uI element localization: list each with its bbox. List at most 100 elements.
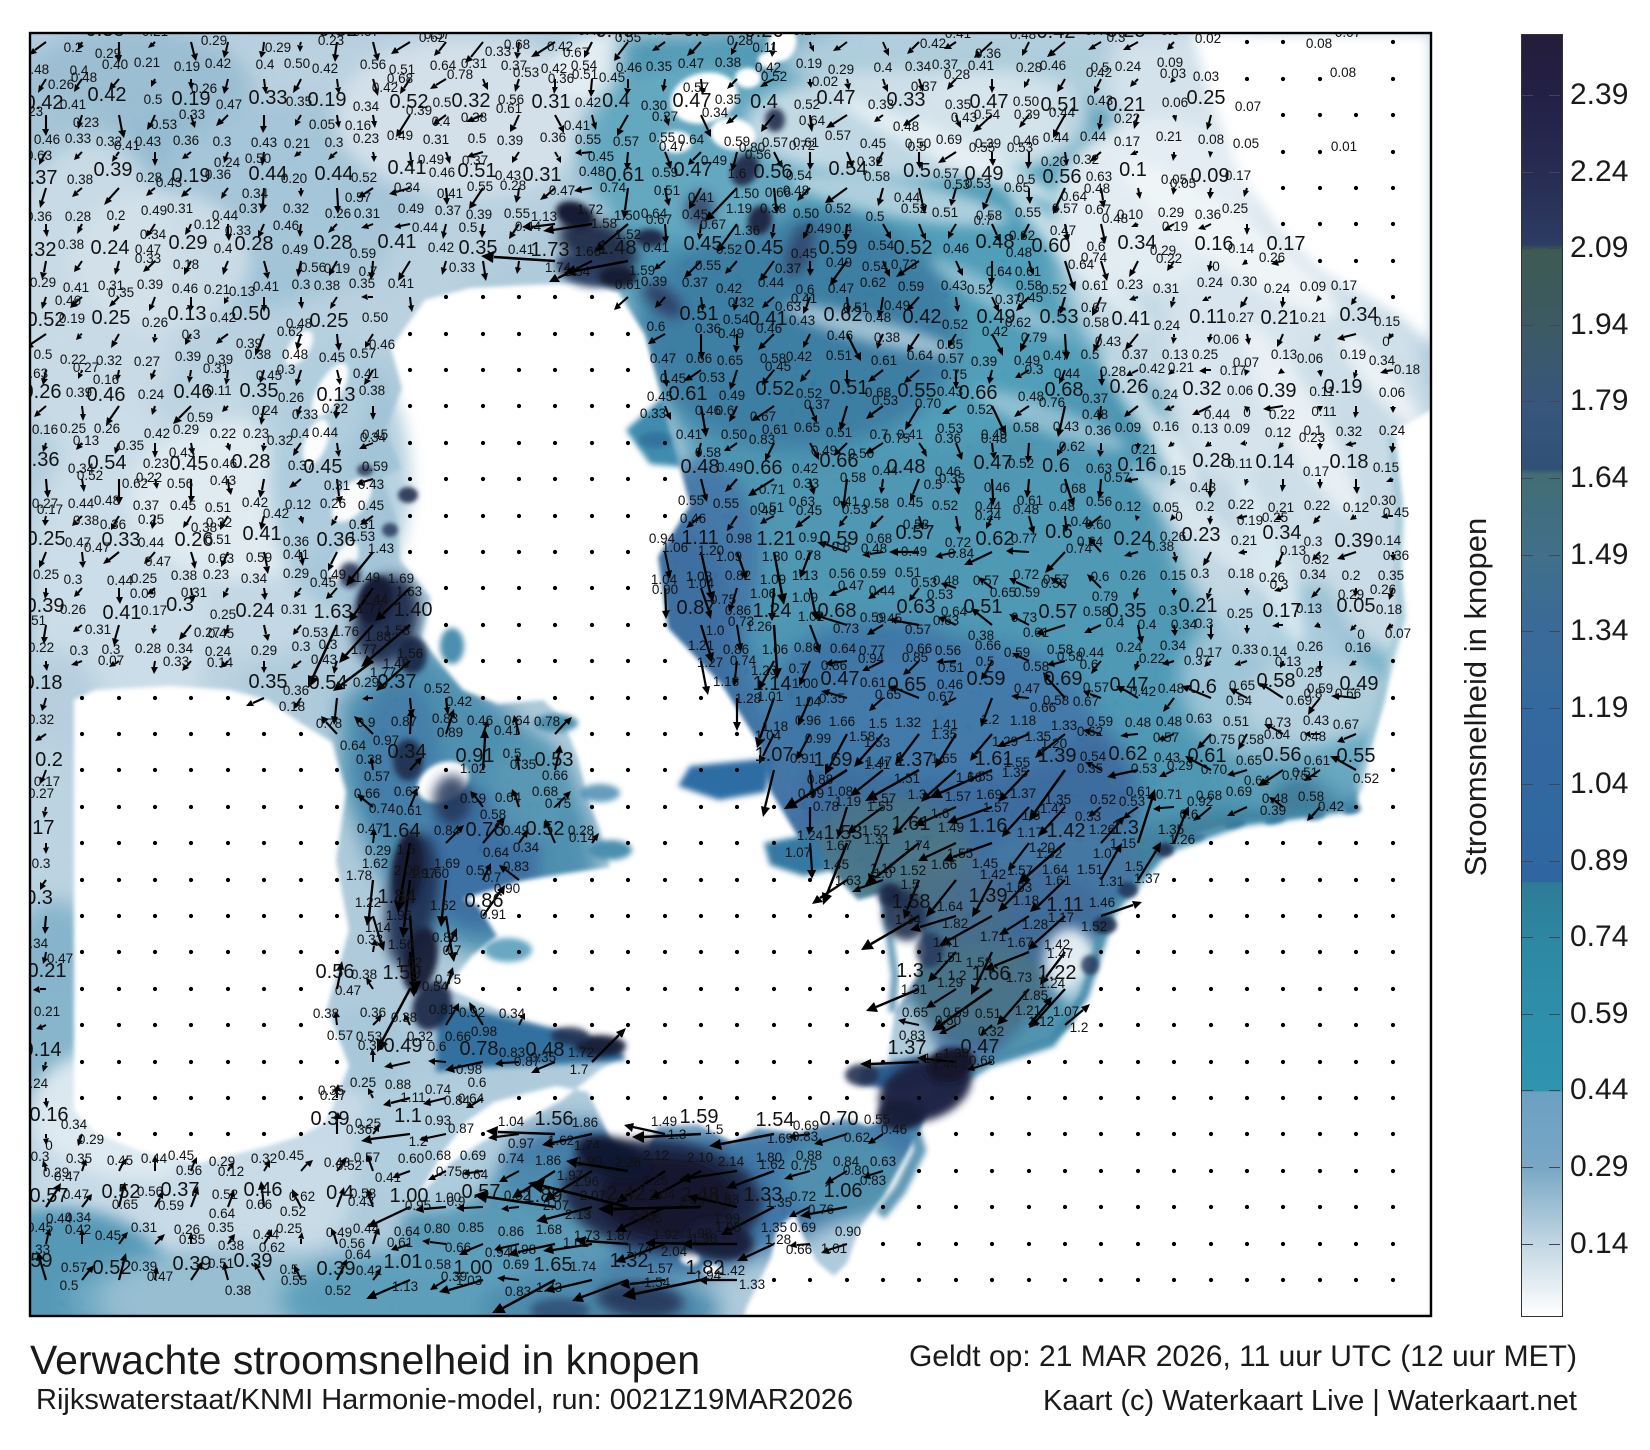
svg-text:0.59: 0.59 <box>1307 681 1333 696</box>
svg-text:0.41: 0.41 <box>283 547 309 562</box>
svg-text:0.44: 0.44 <box>1049 105 1076 120</box>
svg-text:0.13: 0.13 <box>1296 601 1322 616</box>
svg-text:0.74: 0.74 <box>600 180 627 195</box>
svg-text:0.68: 0.68 <box>387 71 413 86</box>
svg-text:0.5: 0.5 <box>459 220 478 235</box>
svg-text:0.06: 0.06 <box>1227 383 1253 398</box>
svg-text:0.18: 0.18 <box>24 672 63 694</box>
svg-text:0.33: 0.33 <box>102 529 141 551</box>
svg-text:0.46: 0.46 <box>244 1179 283 1201</box>
svg-text:0.37: 0.37 <box>932 57 958 72</box>
svg-text:0.42: 0.42 <box>242 495 268 510</box>
svg-text:0.48: 0.48 <box>783 183 809 198</box>
svg-text:0.09: 0.09 <box>1224 421 1250 436</box>
svg-text:0.45: 0.45 <box>745 237 784 259</box>
svg-text:0.36: 0.36 <box>358 1038 384 1053</box>
svg-text:0.88: 0.88 <box>385 1077 411 1092</box>
svg-text:0.18: 0.18 <box>1228 566 1254 581</box>
svg-text:1.41: 1.41 <box>933 935 959 950</box>
svg-text:0.31: 0.31 <box>354 206 380 221</box>
svg-text:0.05: 0.05 <box>1161 172 1187 187</box>
svg-text:0.34: 0.34 <box>905 59 932 74</box>
svg-text:1.74: 1.74 <box>570 1259 597 1274</box>
svg-text:0.49: 0.49 <box>718 326 744 341</box>
svg-text:0.23: 0.23 <box>17 104 43 119</box>
svg-text:0.48: 0.48 <box>526 1039 565 1061</box>
svg-text:0.56: 0.56 <box>745 147 771 162</box>
svg-text:1.34: 1.34 <box>895 912 922 927</box>
svg-text:0.25: 0.25 <box>350 1075 376 1090</box>
svg-text:0.44: 0.44 <box>315 163 354 185</box>
svg-text:0.32: 0.32 <box>96 353 122 368</box>
svg-text:0.57: 0.57 <box>350 346 376 361</box>
svg-text:1.62: 1.62 <box>759 1157 785 1172</box>
svg-text:0.42: 0.42 <box>547 39 573 54</box>
svg-text:0: 0 <box>1243 405 1251 420</box>
svg-text:0.46: 0.46 <box>680 511 706 526</box>
svg-text:0.81: 0.81 <box>429 1002 455 1017</box>
svg-text:0.48: 0.48 <box>976 231 1015 253</box>
svg-text:0.39: 0.39 <box>441 1269 467 1284</box>
svg-text:0.09: 0.09 <box>1115 420 1141 435</box>
svg-text:0.54: 0.54 <box>868 238 895 253</box>
svg-text:0.20: 0.20 <box>1041 154 1067 169</box>
svg-text:0.34: 0.34 <box>68 461 95 476</box>
svg-text:0.48: 0.48 <box>1049 499 1075 514</box>
svg-text:0.48: 0.48 <box>1262 791 1288 806</box>
svg-text:0.25: 0.25 <box>1187 87 1226 109</box>
svg-text:0.24: 0.24 <box>1116 640 1143 655</box>
svg-text:1.24: 1.24 <box>797 828 824 843</box>
svg-text:0.26: 0.26 <box>1297 639 1323 654</box>
svg-text:1.17: 1.17 <box>1048 910 1074 925</box>
svg-text:0.90: 0.90 <box>652 582 678 597</box>
svg-text:0.33: 0.33 <box>357 932 383 947</box>
svg-text:0.48: 0.48 <box>1082 407 1108 422</box>
svg-text:1.00: 1.00 <box>792 676 818 691</box>
svg-text:0.48: 0.48 <box>1006 245 1032 260</box>
svg-text:0.61: 0.61 <box>1188 745 1227 767</box>
svg-text:0.38: 0.38 <box>314 278 340 293</box>
svg-text:0.78: 0.78 <box>813 799 839 814</box>
svg-text:0.47: 0.47 <box>54 1169 80 1184</box>
svg-text:1.92: 1.92 <box>653 1227 679 1242</box>
svg-text:0.52: 0.52 <box>967 282 993 297</box>
svg-text:0.53: 0.53 <box>535 749 574 771</box>
svg-text:0.77: 0.77 <box>1011 531 1037 546</box>
svg-text:1.3: 1.3 <box>908 787 927 802</box>
svg-text:1.0: 1.0 <box>706 623 725 638</box>
svg-text:0.53: 0.53 <box>151 117 177 132</box>
svg-text:1.71: 1.71 <box>980 929 1006 944</box>
svg-text:0.36: 0.36 <box>1195 207 1221 222</box>
svg-text:0.26: 0.26 <box>745 20 784 42</box>
svg-text:0.33: 0.33 <box>65 131 91 146</box>
svg-text:1.13: 1.13 <box>392 1279 418 1294</box>
svg-text:1.33: 1.33 <box>739 1277 765 1292</box>
svg-text:0.31: 0.31 <box>203 361 229 376</box>
svg-text:0.13: 0.13 <box>73 433 99 448</box>
svg-text:0.22: 0.22 <box>1228 497 1254 512</box>
svg-text:0.35: 0.35 <box>108 285 134 300</box>
svg-text:0.61: 0.61 <box>1017 493 1043 508</box>
svg-text:0.44: 0.44 <box>68 496 95 511</box>
svg-text:0.35: 0.35 <box>286 94 312 109</box>
svg-text:0.83: 0.83 <box>505 1284 531 1299</box>
svg-text:1.42: 1.42 <box>1044 937 1070 952</box>
svg-text:0.32: 0.32 <box>96 134 122 149</box>
svg-text:1.51: 1.51 <box>936 950 962 965</box>
svg-text:2.42: 2.42 <box>607 1183 646 1205</box>
svg-text:0.57: 0.57 <box>462 1181 501 1203</box>
svg-text:0.55: 0.55 <box>575 132 601 147</box>
svg-text:0.48: 0.48 <box>887 456 926 478</box>
svg-text:0.42: 0.42 <box>144 426 170 441</box>
svg-text:0.6: 0.6 <box>1042 455 1070 477</box>
svg-text:0.58: 0.58 <box>864 169 890 184</box>
svg-text:0.49: 0.49 <box>977 306 1016 328</box>
svg-text:0.67: 0.67 <box>1073 694 1099 709</box>
svg-text:0.65: 0.65 <box>1004 180 1030 195</box>
svg-text:0.52: 0.52 <box>336 1158 362 1173</box>
svg-text:1.28: 1.28 <box>765 1232 791 1247</box>
svg-text:0.43: 0.43 <box>169 445 195 460</box>
svg-text:0.28: 0.28 <box>232 451 271 473</box>
svg-text:0.26: 0.26 <box>278 390 304 405</box>
svg-text:0.44: 0.44 <box>253 1227 280 1242</box>
